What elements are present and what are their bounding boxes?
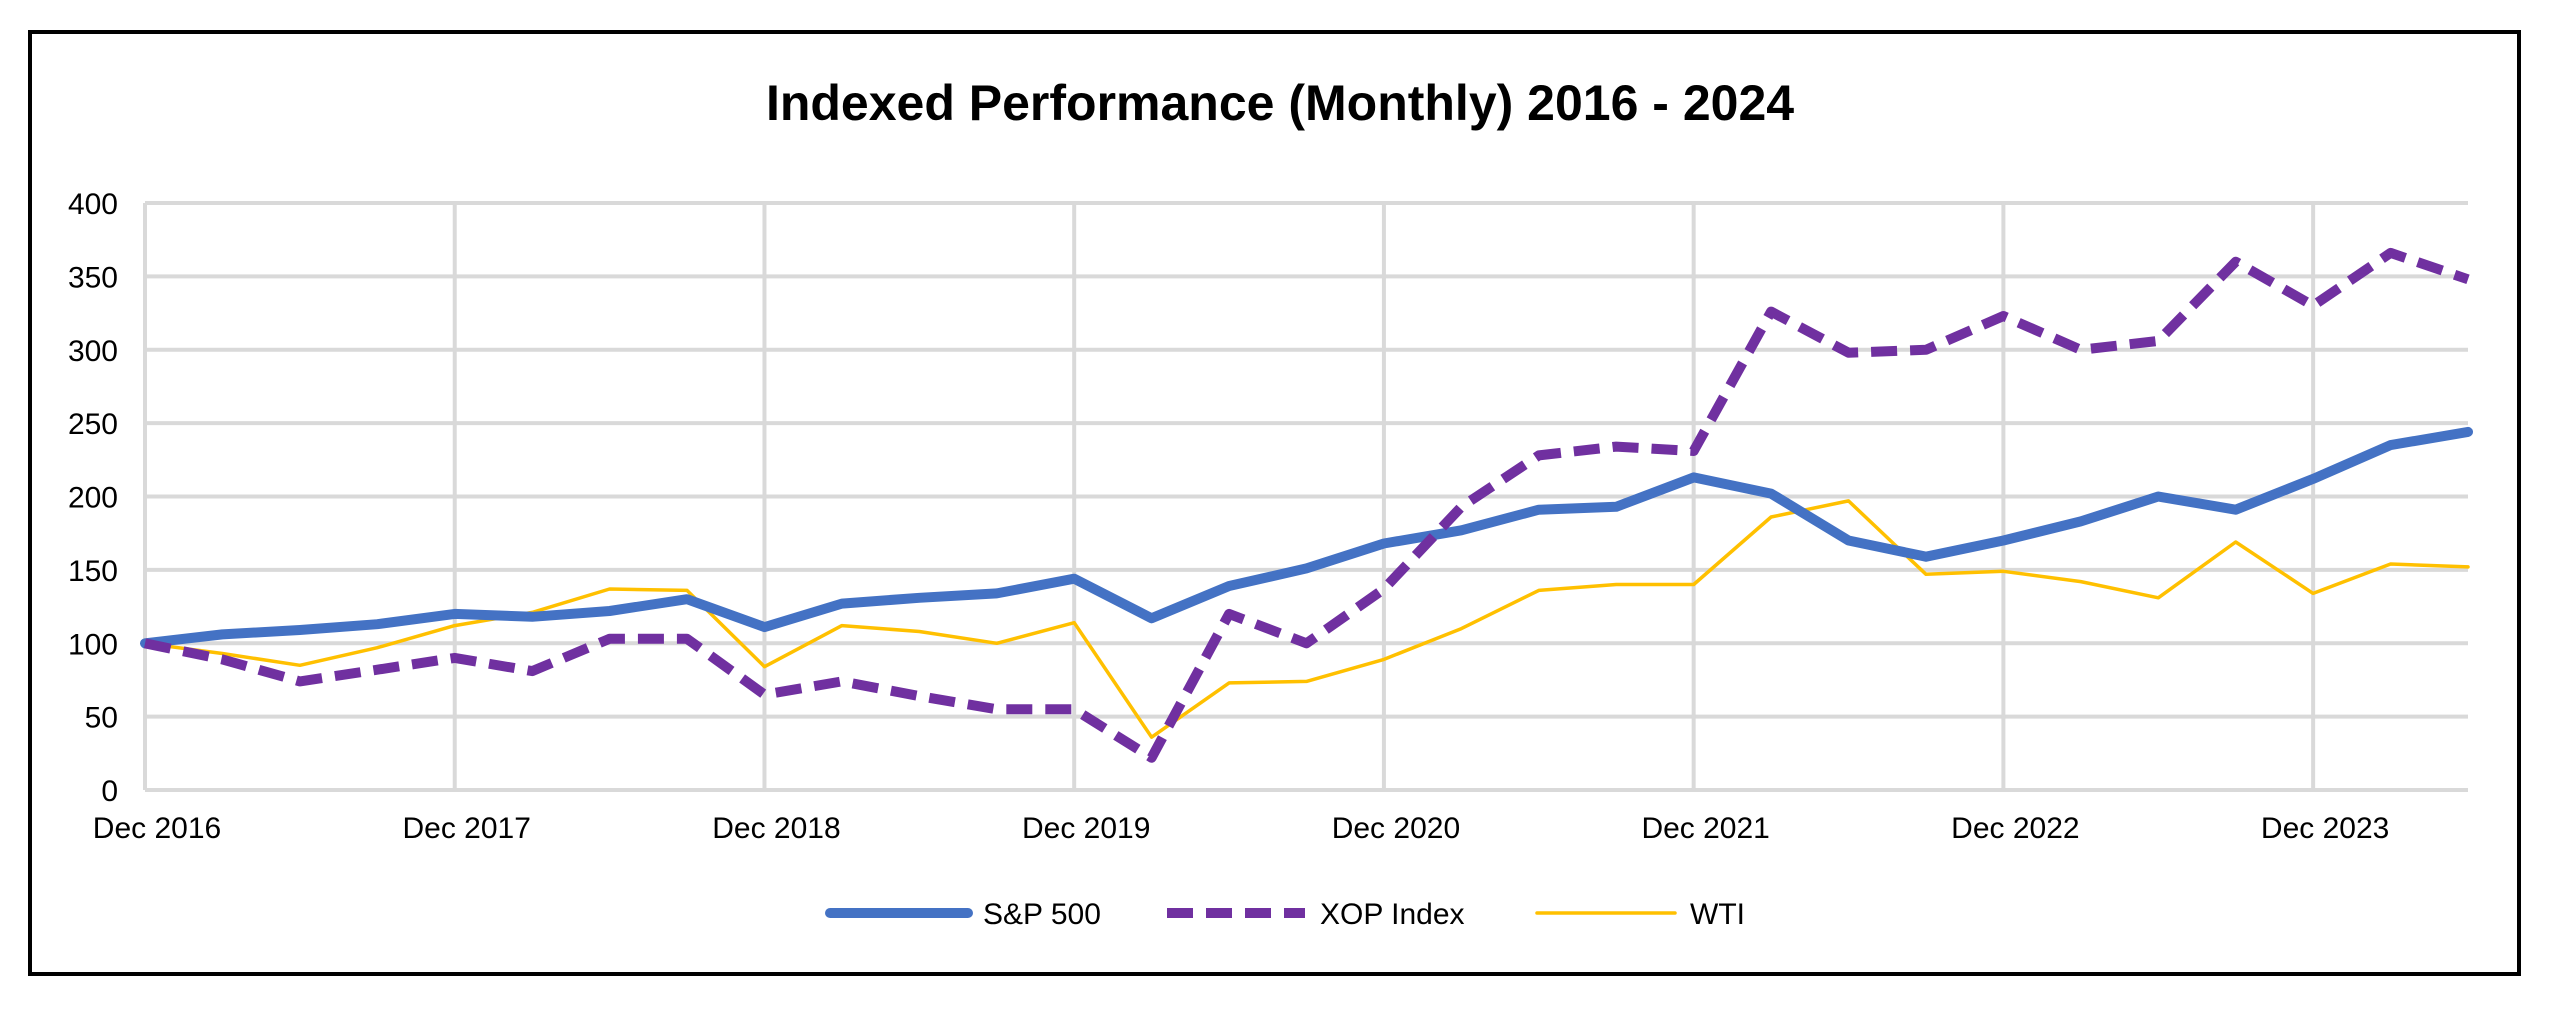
x-tick-label: Dec 2016 [93, 812, 221, 845]
x-tick-label: Dec 2017 [403, 812, 531, 845]
legend-label-s-p-500: S&P 500 [983, 898, 1101, 931]
legend-label-wti: WTI [1690, 898, 1745, 931]
series-layer [140, 247, 2473, 763]
y-tick-label: 200 [68, 482, 118, 515]
x-tick-label: Dec 2023 [2261, 812, 2389, 845]
x-tick-label: Dec 2022 [1951, 812, 2079, 845]
legend-label-xop-index: XOP Index [1320, 898, 1465, 931]
y-tick-label: 100 [68, 628, 118, 661]
chart-frame [28, 30, 2521, 976]
x-tick-label: Dec 2020 [1332, 812, 1460, 845]
y-tick-label: 350 [68, 261, 118, 294]
series-line-xop-index [143, 247, 2470, 763]
x-tick-label: Dec 2021 [1641, 812, 1769, 845]
y-tick-label: 300 [68, 335, 118, 368]
legend: S&P 500 XOP Index WTI [825, 898, 1745, 931]
y-tick-label: 250 [68, 408, 118, 441]
y-tick-label: 50 [85, 702, 118, 735]
series-line-s-p-500 [140, 426, 2473, 649]
x-tick-label: Dec 2019 [1022, 812, 1150, 845]
y-tick-label: 400 [68, 188, 118, 221]
x-tick-label: Dec 2018 [712, 812, 840, 845]
grid-layer [143, 201, 2468, 792]
x-axis-tick-labels: Dec 2016 Dec 2017 Dec 2018 Dec 2019 Dec 2020… [93, 812, 2390, 845]
chart-title: Indexed Performance (Monthly) 2016 - 202… [765, 75, 1795, 131]
y-axis-tick-labels: 0 50 100 150 200 250 300 350 400 [68, 188, 118, 808]
y-tick-label: 0 [101, 775, 118, 808]
y-tick-label: 150 [68, 555, 118, 588]
